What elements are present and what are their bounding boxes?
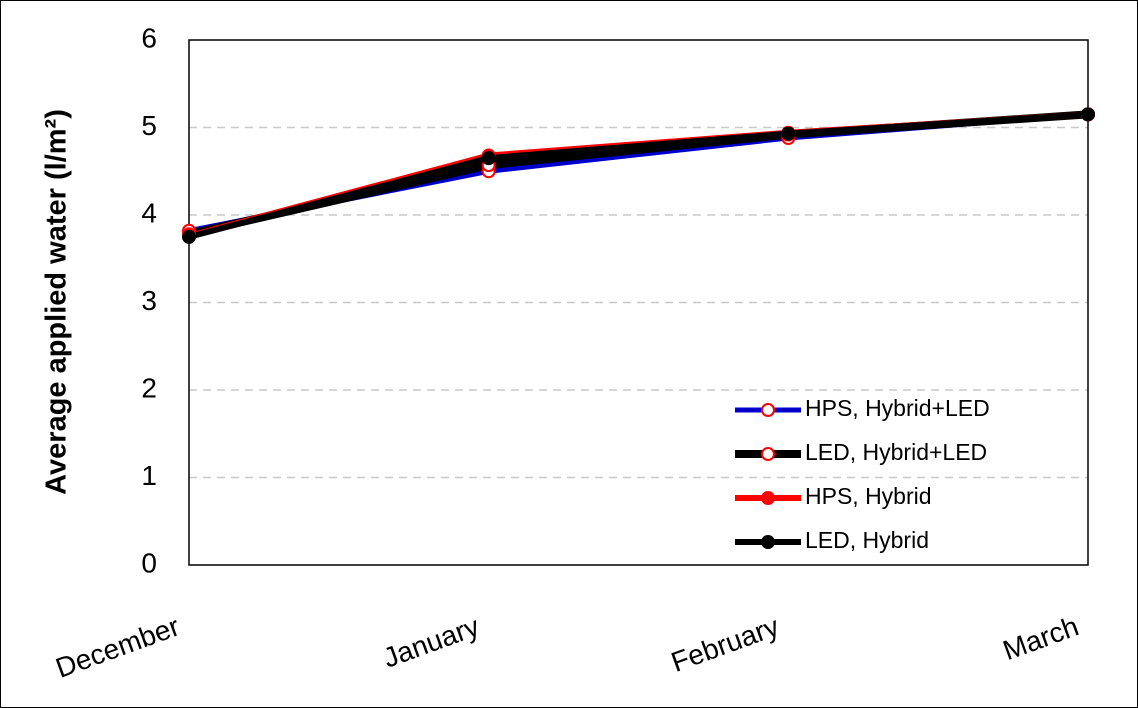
marker	[182, 229, 196, 244]
legend-marker	[761, 535, 775, 549]
y-tick-label: 1	[141, 460, 157, 491]
y-tick-label: 0	[141, 547, 157, 578]
marker	[1081, 107, 1095, 122]
legend-marker	[761, 491, 775, 505]
legend-label: HPS, Hybrid+LED	[805, 395, 990, 421]
legend-marker	[761, 403, 775, 417]
legend-marker	[761, 447, 775, 461]
marker	[481, 151, 496, 166]
marker	[781, 126, 796, 141]
y-tick-label: 3	[141, 285, 157, 316]
legend-label: LED, Hybrid	[805, 527, 929, 553]
y-tick-label: 2	[141, 372, 157, 403]
legend-label: HPS, Hybrid	[805, 483, 932, 509]
y-tick-label: 5	[141, 110, 157, 141]
y-axis-label: Average applied water (l/m²)	[41, 109, 73, 495]
y-tick-label: 6	[141, 22, 157, 53]
legend-label: LED, Hybrid+LED	[805, 439, 987, 465]
y-tick-label: 4	[141, 197, 157, 228]
line	[188, 111, 1089, 240]
plot-area	[188, 39, 1089, 566]
